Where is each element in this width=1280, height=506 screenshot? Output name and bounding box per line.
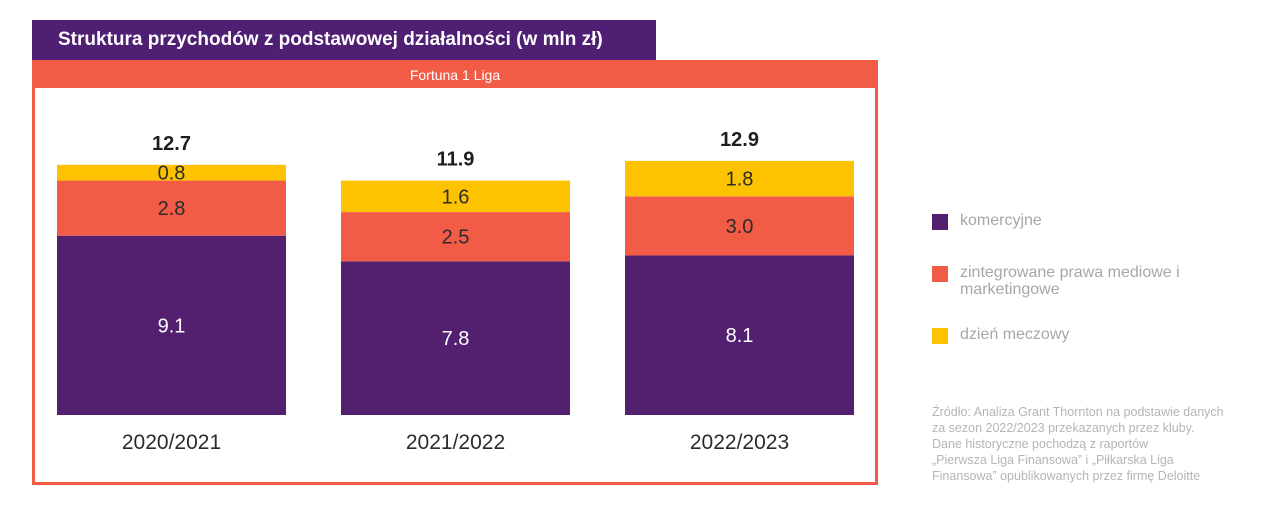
bar-segment: [341, 212, 570, 262]
chart-title: Struktura przychodów z podstawowej dział…: [32, 20, 656, 60]
source-line: Finansowa” opublikowanych przez firmę De…: [932, 469, 1201, 483]
category-label: 2021/2022: [406, 431, 505, 454]
stacked-bar-chart: 9.1 2.8 0.8 12.7 2020/2021 7.8 2.5 1.6 11.9 2021/…: [57, 129, 854, 454]
legend-item-matchday: dzień meczowy: [932, 326, 1069, 344]
data-label: 2.8: [158, 198, 186, 220]
bar-segment: [341, 180, 570, 213]
category-label: 2020/2021: [122, 431, 221, 454]
bar-segment: [57, 164, 286, 181]
total-label: 12.9: [720, 129, 759, 151]
bar-segment: [625, 255, 854, 415]
source-line: za sezon 2022/2023 przekazanych przez kl…: [932, 421, 1195, 435]
data-label: 8.1: [726, 325, 754, 347]
data-label: 3.0: [726, 216, 754, 238]
data-label: 9.1: [158, 315, 186, 337]
legend-item-media: zintegrowane prawa mediowe i marketingow…: [932, 264, 1210, 298]
legend-swatch-komercyjne: [932, 214, 948, 230]
legend-label-komercyjne: komercyjne: [960, 212, 1042, 229]
data-label: 1.6: [442, 186, 470, 208]
total-label: 11.9: [437, 149, 475, 171]
source-line: Dane historyczne pochodzą z raportów: [932, 437, 1149, 451]
legend-label-media: zintegrowane prawa mediowe i marketingow…: [960, 264, 1180, 298]
legend-item-komercyjne: komercyjne: [932, 212, 1042, 230]
source-note: Źródło: Analiza Grant Thornton na podsta…: [932, 404, 1277, 484]
legend-swatch-matchday: [932, 328, 948, 344]
bar-segment: [341, 261, 570, 415]
data-label: 1.8: [726, 169, 754, 191]
source-line: „Pierwsza Liga Finansowa” i „Piłkarska L…: [932, 453, 1174, 467]
data-label: 0.8: [158, 163, 186, 185]
legend-swatch-media: [932, 266, 948, 282]
bar-segment: [57, 180, 286, 236]
total-label: 12.7: [152, 133, 191, 155]
bar-segment: [625, 160, 854, 197]
bar-segment: [57, 235, 286, 415]
bar-segment: [625, 196, 854, 256]
chart-frame: Fortuna 1 Liga: [32, 60, 878, 485]
data-label: 7.8: [442, 328, 470, 350]
category-label: 2022/2023: [690, 431, 789, 454]
source-line: Źródło: Analiza Grant Thornton na podsta…: [932, 405, 1224, 419]
data-label: 2.5: [442, 227, 470, 249]
legend-label-matchday: dzień meczowy: [960, 326, 1070, 343]
chart-subtitle: Fortuna 1 Liga: [35, 63, 875, 88]
